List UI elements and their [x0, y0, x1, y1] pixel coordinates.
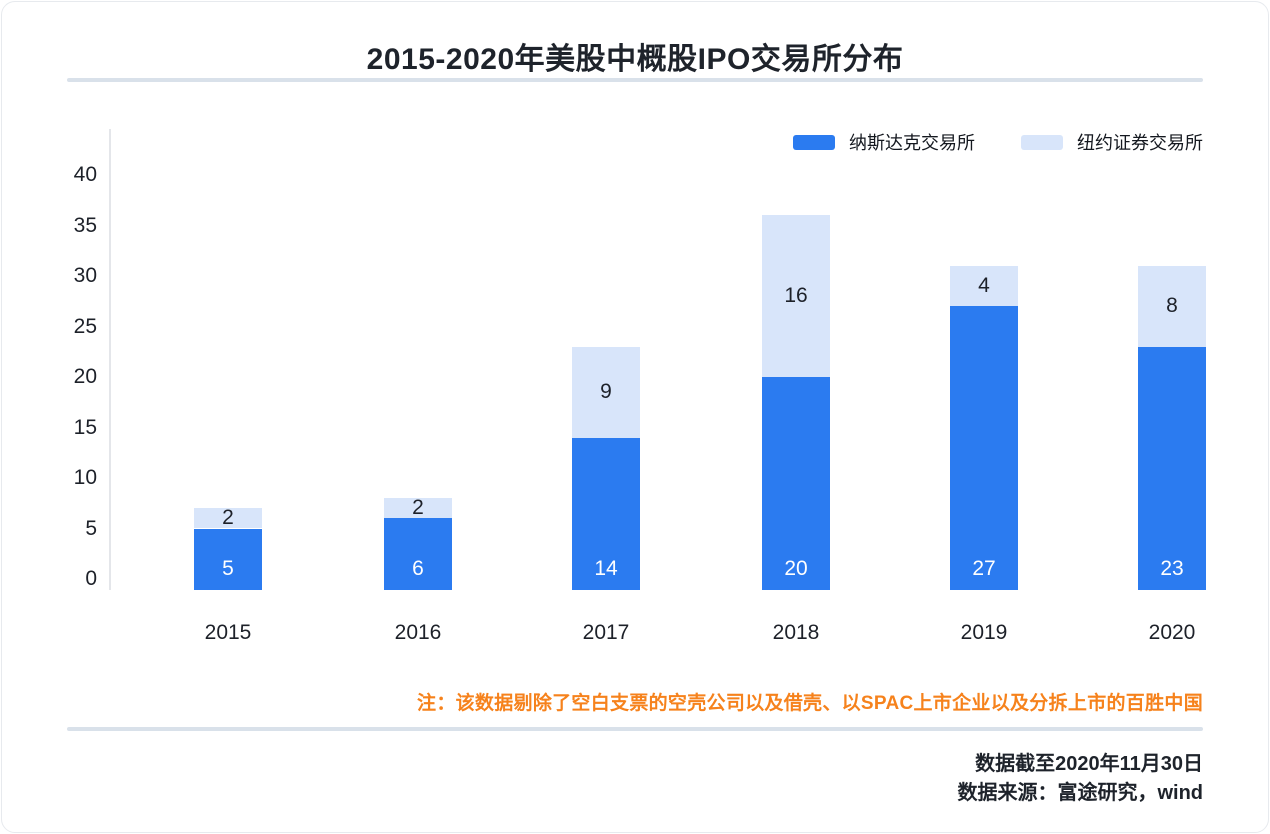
legend-item-0: 纳斯达克交易所	[793, 129, 975, 155]
bar-value-label: 2	[222, 506, 234, 530]
y-tick-label: 15	[73, 415, 97, 439]
bar-value-label: 6	[412, 556, 424, 580]
y-tick-label: 10	[73, 466, 97, 489]
legend-label: 纳斯达克交易所	[849, 133, 975, 153]
legend-swatch-icon	[793, 134, 835, 150]
y-tick-label: 20	[73, 365, 97, 388]
y-tick-label: 0	[85, 567, 97, 590]
title-divider	[67, 78, 1203, 82]
bar-value-label: 2	[412, 496, 424, 520]
bar-value-label: 5	[222, 557, 234, 580]
data-as-of: 数据截至2020年11月30日	[975, 753, 1203, 775]
x-tick-label: 2019	[960, 621, 1008, 644]
bar-value-label: 16	[784, 284, 808, 308]
y-tick-label: 30	[73, 264, 97, 287]
bar-value-label: 4	[978, 274, 990, 298]
bar-segment-nasdaq-2016: 6	[384, 518, 452, 590]
bar-segment-nasdaq-2019: 27	[950, 306, 1018, 590]
bar-segment-nasdaq-2015: 5	[194, 528, 262, 590]
y-tick-label: 35	[73, 213, 97, 237]
bar-value-label: 27	[972, 556, 996, 580]
legend-item-1: 纽约证券交易所	[1021, 129, 1203, 155]
y-tick-label: 25	[73, 314, 97, 338]
x-tick-label: 2018	[772, 621, 820, 644]
bar-segment-nyse-2015: 2	[194, 506, 262, 530]
x-tick-label: 2020	[1148, 621, 1196, 644]
y-tick-label: 40	[73, 163, 97, 186]
legend-label: 纽约证券交易所	[1077, 133, 1203, 153]
bar-segment-nasdaq-2018: 20	[762, 377, 830, 590]
bar-value-label: 20	[784, 557, 808, 580]
data-source: 数据来源：富途研究，wind	[957, 782, 1203, 804]
footnote: 注：该数据剔除了空白支票的空壳公司以及借壳、以SPAC上市企业以及分拆上市的百胜…	[417, 693, 1203, 714]
x-tick-label: 2017	[582, 621, 630, 644]
bar-value-label: 9	[600, 380, 612, 404]
y-axis-line	[109, 129, 111, 590]
bar-segment-nyse-2017: 9	[572, 346, 640, 438]
bar-segment-nyse-2019: 4	[950, 265, 1018, 307]
bar-segment-nyse-2016: 2	[384, 496, 452, 520]
bar-value-label: 14	[594, 556, 618, 580]
bar-value-label: 23	[1160, 556, 1184, 580]
legend-swatch-icon	[1021, 134, 1063, 150]
bar-segment-nyse-2018: 16	[762, 215, 830, 377]
chart-legend: 纳斯达克交易所 纽约证券交易所	[793, 129, 1203, 155]
bar-segment-nasdaq-2017: 14	[572, 437, 640, 590]
bar-segment-nasdaq-2020: 23	[1138, 346, 1206, 590]
bar-value-label: 8	[1166, 294, 1178, 318]
x-tick-label: 2015	[204, 621, 252, 644]
chart-title: 2015-2020年美股中概股IPO交易所分布	[366, 43, 904, 76]
x-tick-label: 2016	[394, 621, 442, 644]
bar-segment-nyse-2020: 8	[1138, 265, 1206, 347]
footer-divider	[67, 727, 1203, 731]
y-tick-label: 5	[85, 516, 97, 540]
